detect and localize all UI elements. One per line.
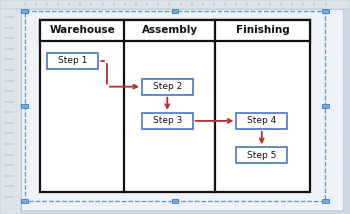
Bar [40,20,310,41]
Bar [142,79,193,95]
Bar [0,9,21,214]
Bar [40,20,310,192]
Bar [21,199,28,203]
Bar [237,113,287,129]
Bar [322,199,329,203]
Bar [237,147,287,163]
Bar [172,199,178,203]
Bar [0,0,350,9]
Bar [21,9,28,13]
Text: Step 5: Step 5 [247,151,276,160]
Bar [21,104,28,108]
Bar [322,104,329,108]
Bar [172,9,178,13]
Text: Step 2: Step 2 [153,82,182,91]
Bar [25,11,326,201]
Text: Step 3: Step 3 [153,116,182,125]
Text: Step 1: Step 1 [58,56,88,65]
Text: Assembly: Assembly [142,25,198,36]
Bar [322,9,329,13]
Text: Step 4: Step 4 [247,116,276,125]
Text: Finishing: Finishing [236,25,289,36]
Text: Warehouse: Warehouse [49,25,115,36]
Bar [142,113,193,129]
Bar [48,53,98,69]
